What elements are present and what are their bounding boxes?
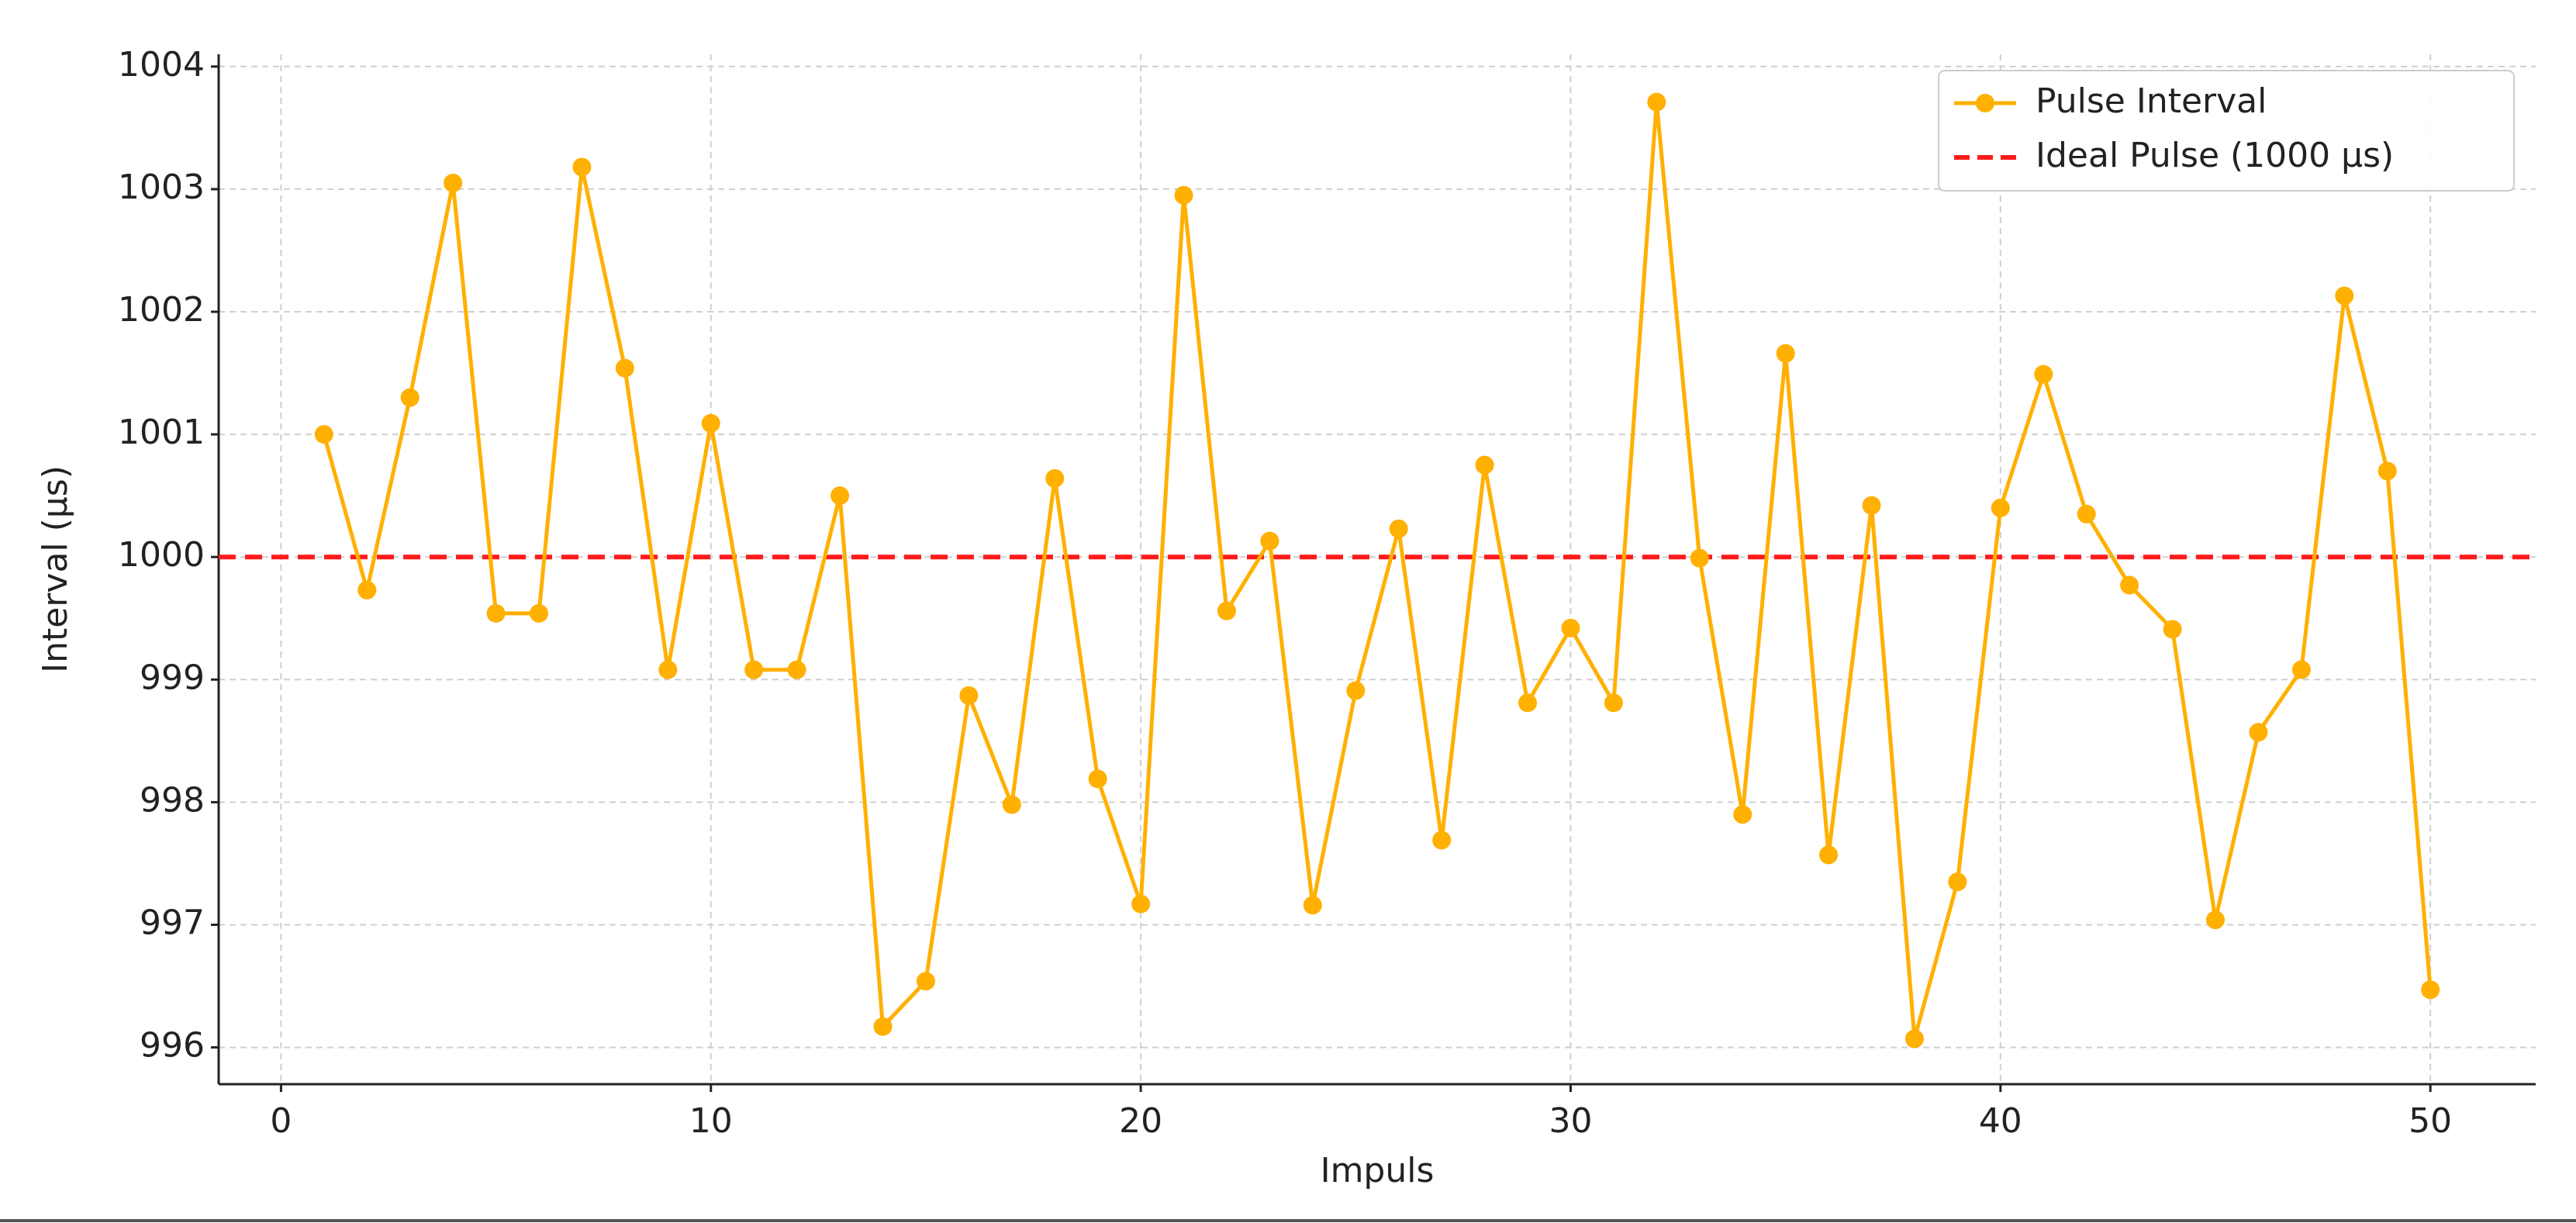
data-point: [1217, 601, 1236, 620]
data-point: [1518, 693, 1538, 713]
data-point: [1690, 548, 1709, 568]
data-point: [2206, 910, 2226, 930]
y-tick-label: 1001: [118, 413, 205, 452]
data-point: [2120, 575, 2139, 595]
data-point: [1174, 185, 1193, 205]
data-point: [873, 1017, 893, 1036]
legend-box: [1938, 70, 2515, 192]
data-point: [1862, 496, 1881, 515]
x-tick-label: 10: [689, 1101, 733, 1141]
x-tick-label: 30: [1549, 1101, 1592, 1141]
data-point: [2335, 286, 2354, 306]
data-point: [2034, 364, 2053, 384]
data-point: [2249, 723, 2268, 742]
x-tick-label: 20: [1119, 1101, 1162, 1141]
data-point: [1432, 831, 1452, 850]
legend-swatch-marker: [1976, 94, 1994, 112]
data-point: [572, 157, 592, 177]
data-point: [1819, 845, 1839, 865]
data-point: [1776, 344, 1795, 363]
y-tick-label: 1004: [118, 45, 205, 85]
data-point: [2421, 980, 2440, 1000]
data-point: [486, 603, 506, 623]
data-point: [787, 660, 806, 679]
data-point: [444, 174, 463, 192]
data-point: [1475, 455, 1494, 475]
data-point: [1045, 469, 1065, 489]
y-axis-label: Interval (µs): [36, 465, 75, 673]
data-point: [916, 972, 935, 991]
data-point: [959, 686, 979, 705]
data-point: [2377, 461, 2397, 481]
data-point: [830, 486, 850, 506]
data-point: [1561, 618, 1580, 637]
data-point: [1088, 769, 1107, 789]
y-tick-label: 996: [140, 1026, 205, 1066]
data-point: [400, 388, 420, 407]
data-point: [701, 413, 720, 433]
data-point: [2163, 620, 2182, 639]
series-line: [322, 100, 2433, 1042]
data-point: [615, 358, 634, 378]
x-tick-label: 0: [270, 1101, 292, 1141]
data-point: [1346, 681, 1366, 700]
data-point: [1733, 805, 1752, 824]
data-point: [1991, 498, 2010, 517]
y-tick-label: 998: [140, 780, 205, 820]
data-point: [1948, 872, 1967, 892]
data-point: [744, 660, 764, 679]
data-point: [1002, 795, 1021, 814]
data-point: [314, 425, 333, 444]
y-tick-label: 999: [140, 658, 205, 697]
x-tick-label: 50: [2409, 1101, 2452, 1141]
data-point: [658, 660, 678, 679]
data-point: [529, 603, 548, 623]
data-point: [1303, 896, 1322, 915]
data-point: [357, 580, 377, 599]
data-point: [1389, 519, 1408, 538]
data-point: [1647, 92, 1666, 112]
legend-label: Ideal Pulse (1000 µs): [2036, 136, 2394, 175]
data-point: [1260, 531, 1279, 551]
data-point: [1904, 1029, 1924, 1049]
data-point: [1131, 894, 1151, 914]
x-tick-label: 40: [1979, 1101, 2022, 1141]
y-tick-label: 1000: [118, 535, 205, 575]
data-point: [1604, 693, 1623, 713]
x-axis-label: Impuls: [1321, 1151, 1435, 1190]
y-tick-label: 1002: [118, 290, 205, 330]
data-point: [2077, 504, 2096, 523]
legend-label: Pulse Interval: [2036, 81, 2267, 121]
data-point: [2291, 660, 2311, 679]
y-tick-label: 997: [140, 903, 205, 942]
y-tick-label: 1003: [118, 168, 205, 207]
